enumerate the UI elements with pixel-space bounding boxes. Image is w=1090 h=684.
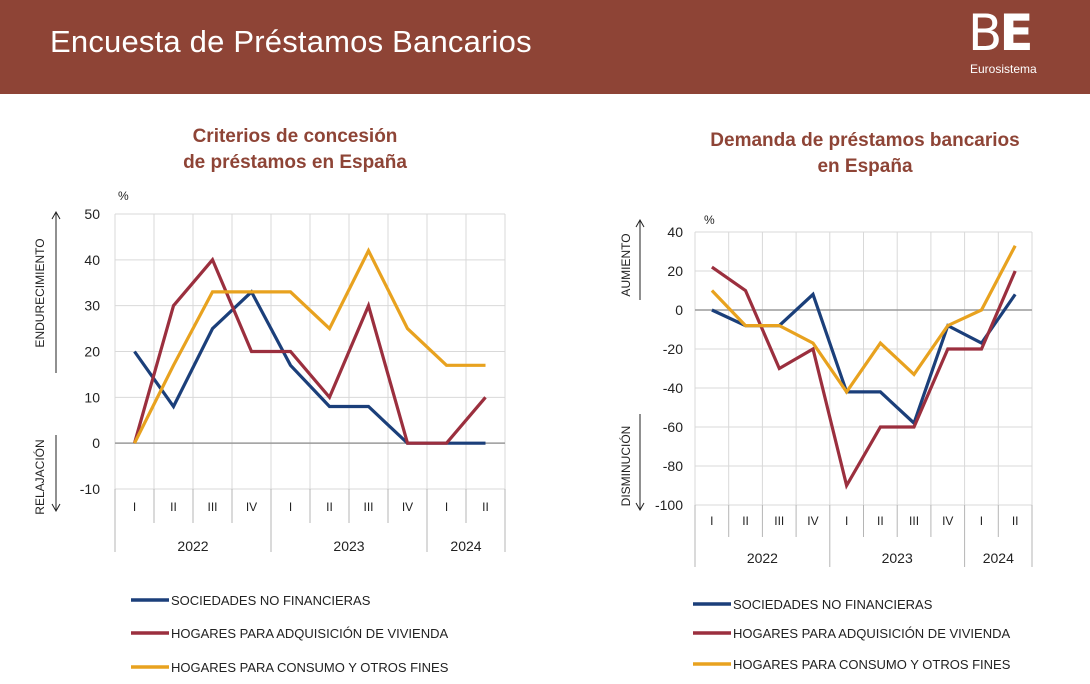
- quarter-label: II: [742, 514, 749, 528]
- chart-title-demanda: Demanda de préstamos bancarios en España: [655, 128, 1075, 180]
- quarter-label: I: [710, 514, 713, 528]
- header-bar: Encuesta de Préstamos Bancarios BE Euros…: [0, 0, 1090, 94]
- y-tick-label: 20: [84, 344, 100, 360]
- y-tick-label: 20: [667, 263, 683, 279]
- y-tick-label: 30: [84, 298, 100, 314]
- y-tick-label: 50: [84, 206, 100, 222]
- legend-label: HOGARES PARA CONSUMO Y OTROS FINES: [171, 660, 449, 675]
- y-tick-label: -60: [663, 419, 683, 435]
- unit-label: %: [704, 213, 715, 227]
- legend-label: SOCIEDADES NO FINANCIERAS: [171, 593, 371, 608]
- quarter-label: III: [207, 500, 217, 514]
- quarter-label: I: [845, 514, 848, 528]
- quarter-label: II: [877, 514, 884, 528]
- y-tick-label: -40: [663, 380, 683, 396]
- quarter-label: IV: [807, 514, 818, 528]
- quarter-label: I: [289, 500, 292, 514]
- series-line: [132, 256, 487, 445]
- quarter-label: III: [774, 514, 784, 528]
- side-label-up: AUMIENTO: [619, 233, 633, 296]
- side-label-up: ENDURECIMIENTO: [33, 238, 47, 347]
- legend-label: HOGARES PARA ADQUISICIÓN DE VIVIENDA: [733, 626, 1010, 641]
- page-title: Encuesta de Préstamos Bancarios: [50, 24, 532, 59]
- year-label: 2023: [882, 550, 913, 566]
- year-label: 2023: [333, 538, 364, 554]
- quarter-label: II: [170, 500, 177, 514]
- y-tick-label: -20: [663, 341, 683, 357]
- series-line: [710, 244, 1017, 395]
- chart-title-line: en España: [817, 156, 913, 177]
- quarter-label: II: [326, 500, 333, 514]
- quarter-label: I: [445, 500, 448, 514]
- down-arrow-icon: [51, 503, 61, 513]
- logo-subtitle: Eurosistema: [970, 62, 1037, 76]
- logo-mark-light: B: [968, 4, 1002, 62]
- unit-label: %: [118, 189, 129, 203]
- series-line: [710, 265, 1017, 490]
- quarter-label: I: [133, 500, 136, 514]
- logo-mark: BE: [968, 4, 1033, 62]
- legend-label: SOCIEDADES NO FINANCIERAS: [733, 597, 933, 612]
- year-label: 2024: [450, 538, 481, 554]
- quarter-label: I: [980, 514, 983, 528]
- year-label: 2024: [983, 550, 1014, 566]
- quarter-label: IV: [402, 500, 413, 514]
- chart-title-criterios: Criterios de concesión de préstamos en E…: [120, 124, 470, 176]
- legend-label: HOGARES PARA ADQUISICIÓN DE VIVIENDA: [171, 626, 448, 641]
- series-line: [133, 247, 486, 444]
- quarter-label: III: [363, 500, 373, 514]
- y-tick-label: 0: [675, 302, 683, 318]
- down-arrow-icon: [635, 502, 645, 512]
- chart-title-line: de préstamos en España: [183, 152, 407, 173]
- quarter-label: II: [482, 500, 489, 514]
- chart-title-line: Demanda de préstamos bancarios: [710, 130, 1020, 151]
- banco-espana-logo: BE Eurosistema: [968, 6, 1056, 82]
- y-tick-label: 40: [84, 252, 100, 268]
- up-arrow-icon: [635, 218, 645, 228]
- logo-mark-bold: E: [999, 4, 1033, 62]
- y-tick-label: -80: [663, 458, 683, 474]
- y-tick-label: -10: [80, 481, 100, 497]
- quarter-label: II: [1012, 514, 1019, 528]
- year-label: 2022: [747, 550, 778, 566]
- chart-title-line: Criterios de concesión: [192, 126, 398, 147]
- y-tick-label: 10: [84, 389, 100, 405]
- side-label-down: RELAJACIÓN: [32, 439, 47, 514]
- quarter-label: IV: [942, 514, 953, 528]
- y-tick-label: -100: [655, 497, 683, 513]
- y-tick-label: 0: [92, 435, 100, 451]
- legend-label: HOGARES PARA CONSUMO Y OTROS FINES: [733, 657, 1011, 672]
- quarter-label: IV: [246, 500, 257, 514]
- year-label: 2022: [177, 538, 208, 554]
- y-tick-label: 40: [667, 224, 683, 240]
- quarter-label: III: [909, 514, 919, 528]
- up-arrow-icon: [51, 210, 61, 220]
- side-label-down: DISMINUCIÓN: [618, 426, 633, 507]
